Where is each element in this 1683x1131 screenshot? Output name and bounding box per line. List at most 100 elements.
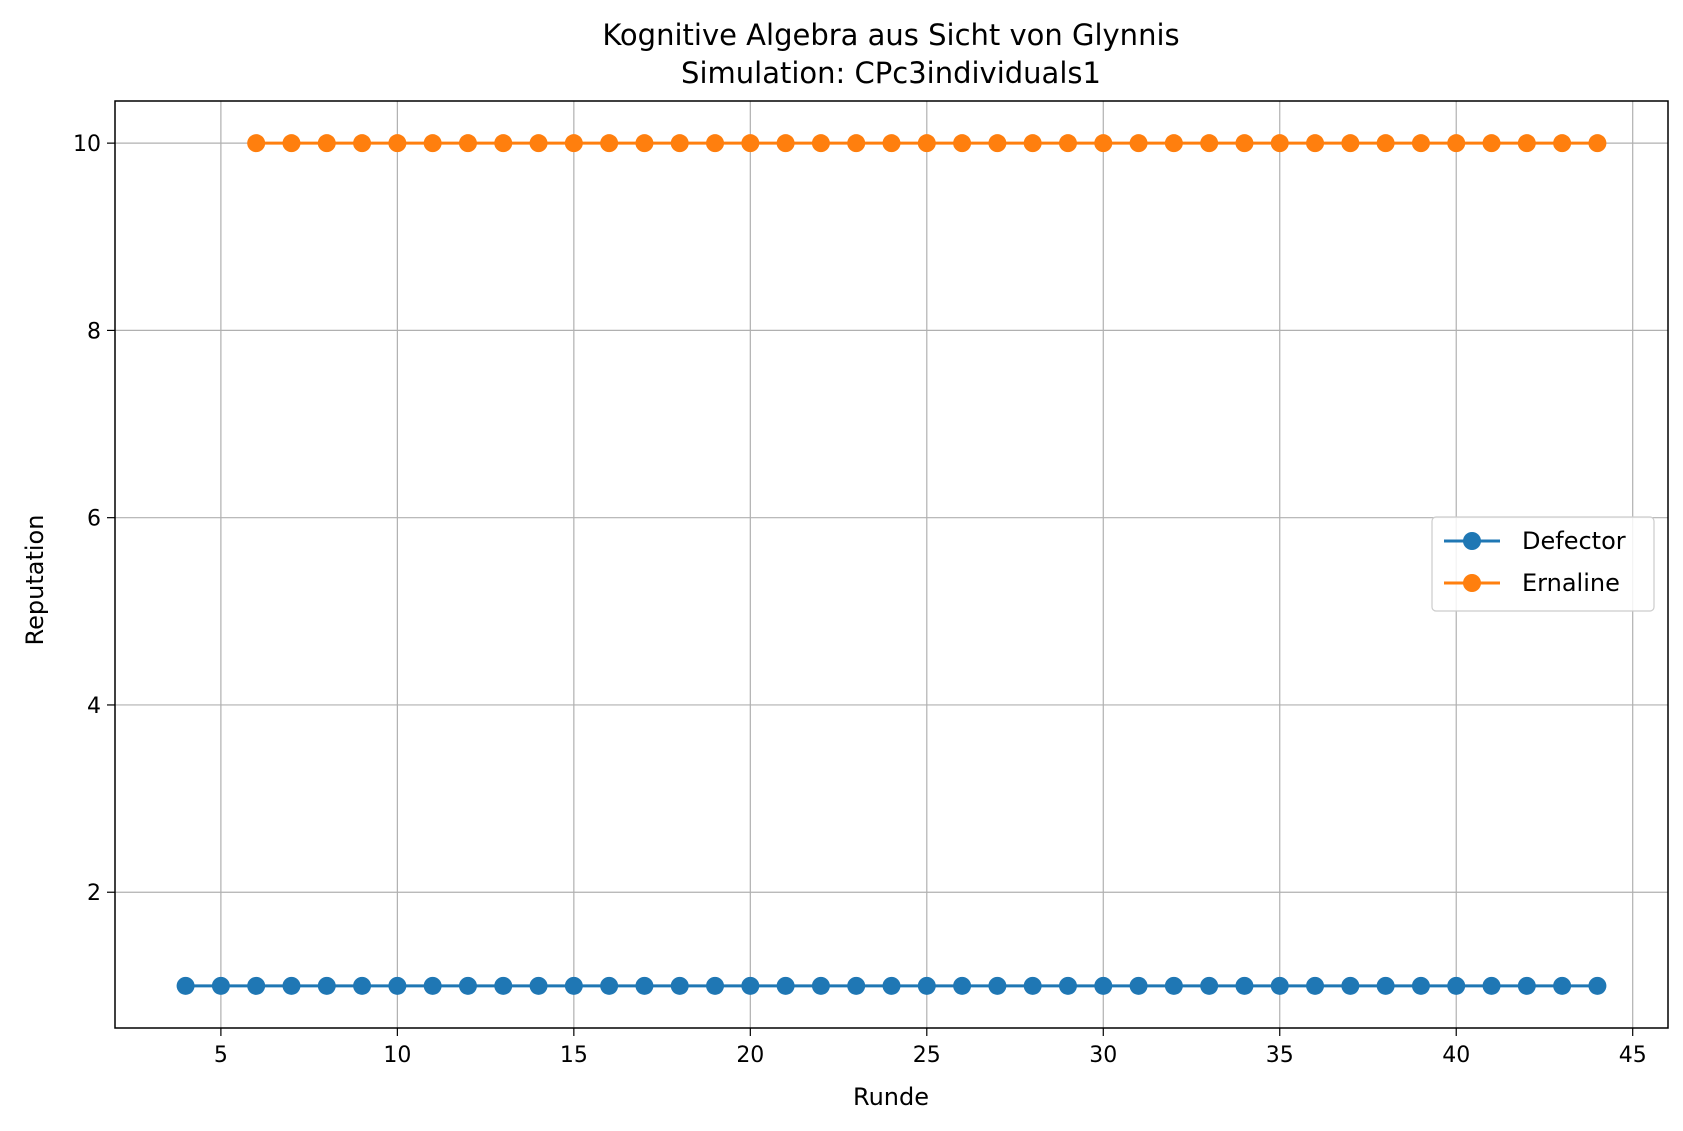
y-tick-label: 2 <box>87 881 101 906</box>
data-point-ernaline <box>564 134 583 153</box>
chart-title: Kognitive Algebra aus Sicht von Glynnis <box>602 18 1179 52</box>
data-point-defector <box>741 976 760 995</box>
data-point-defector <box>1411 976 1430 995</box>
data-point-ernaline <box>811 134 830 153</box>
data-point-ernaline <box>1200 134 1219 153</box>
y-axis-label: Reputation <box>21 515 49 646</box>
data-point-ernaline <box>458 134 477 153</box>
data-point-defector <box>1129 976 1148 995</box>
data-point-ernaline <box>1164 134 1183 153</box>
data-point-defector <box>423 976 442 995</box>
data-point-defector <box>317 976 336 995</box>
data-point-defector <box>1058 976 1077 995</box>
data-point-ernaline <box>529 134 548 153</box>
x-axis-label: Runde <box>853 1083 929 1111</box>
data-point-defector <box>458 976 477 995</box>
data-point-defector <box>1306 976 1325 995</box>
data-point-ernaline <box>988 134 1007 153</box>
data-point-defector <box>529 976 548 995</box>
data-point-ernaline <box>953 134 972 153</box>
data-point-ernaline <box>1411 134 1430 153</box>
data-point-defector <box>176 976 195 995</box>
data-point-defector <box>953 976 972 995</box>
data-point-ernaline <box>423 134 442 153</box>
data-point-ernaline <box>670 134 689 153</box>
data-point-ernaline <box>317 134 336 153</box>
x-tick-label: 45 <box>1619 1043 1647 1068</box>
y-tick-label: 6 <box>87 507 101 532</box>
data-point-defector <box>670 976 689 995</box>
x-tick-label: 30 <box>1089 1043 1117 1068</box>
data-point-defector <box>1235 976 1254 995</box>
data-point-defector <box>1517 976 1536 995</box>
data-point-ernaline <box>1235 134 1254 153</box>
data-point-ernaline <box>1094 134 1113 153</box>
data-point-ernaline <box>1588 134 1607 153</box>
data-point-defector <box>1164 976 1183 995</box>
legend-label-defector: Defector <box>1522 527 1626 555</box>
legend-label-ernaline: Ernaline <box>1522 569 1620 597</box>
axis-ticks: 5 10 15 20 25 30 35 40 45 2 4 6 8 10 <box>73 132 1647 1068</box>
data-point-ernaline <box>1447 134 1466 153</box>
data-point-ernaline <box>247 134 266 153</box>
data-point-ernaline <box>1023 134 1042 153</box>
data-point-defector <box>635 976 654 995</box>
data-point-defector <box>600 976 619 995</box>
data-point-defector <box>1447 976 1466 995</box>
data-point-defector <box>847 976 866 995</box>
data-point-ernaline <box>1129 134 1148 153</box>
x-tick-label: 25 <box>913 1043 941 1068</box>
data-point-ernaline <box>600 134 619 153</box>
data-point-ernaline <box>706 134 725 153</box>
data-point-defector <box>1482 976 1501 995</box>
data-point-defector <box>211 976 230 995</box>
data-point-defector <box>353 976 372 995</box>
x-tick-label: 5 <box>214 1043 228 1068</box>
data-point-defector <box>1094 976 1113 995</box>
data-point-ernaline <box>1058 134 1077 153</box>
data-point-defector <box>1023 976 1042 995</box>
data-point-ernaline <box>494 134 513 153</box>
y-tick-label: 10 <box>73 132 101 157</box>
x-tick-label: 15 <box>560 1043 588 1068</box>
data-point-ernaline <box>917 134 936 153</box>
data-point-ernaline <box>1553 134 1572 153</box>
legend: Defector Ernaline <box>1431 516 1655 612</box>
plot-frame <box>114 100 1669 1029</box>
data-point-ernaline <box>741 134 760 153</box>
series-layer <box>176 134 1607 995</box>
data-point-defector <box>776 976 795 995</box>
data-point-ernaline <box>847 134 866 153</box>
data-point-defector <box>1376 976 1395 995</box>
chart-subtitle: Simulation: CPc3individuals1 <box>681 56 1101 90</box>
x-tick-label: 40 <box>1442 1043 1470 1068</box>
data-point-ernaline <box>776 134 795 153</box>
y-tick-label: 4 <box>87 694 101 719</box>
data-point-defector <box>917 976 936 995</box>
data-point-defector <box>388 976 407 995</box>
data-point-ernaline <box>1482 134 1501 153</box>
legend-marker-ernaline <box>1463 574 1481 592</box>
data-point-ernaline <box>353 134 372 153</box>
data-point-defector <box>282 976 301 995</box>
data-point-defector <box>1200 976 1219 995</box>
data-point-defector <box>811 976 830 995</box>
data-point-defector <box>564 976 583 995</box>
x-tick-label: 10 <box>383 1043 411 1068</box>
x-tick-label: 35 <box>1266 1043 1294 1068</box>
data-point-defector <box>1588 976 1607 995</box>
data-point-ernaline <box>282 134 301 153</box>
data-point-defector <box>1341 976 1360 995</box>
legend-marker-defector <box>1463 532 1481 550</box>
data-point-ernaline <box>388 134 407 153</box>
data-point-ernaline <box>1376 134 1395 153</box>
data-point-defector <box>247 976 266 995</box>
x-tick-label: 20 <box>736 1043 764 1068</box>
data-point-defector <box>1270 976 1289 995</box>
data-point-ernaline <box>1270 134 1289 153</box>
data-point-defector <box>706 976 725 995</box>
data-point-defector <box>494 976 513 995</box>
data-point-ernaline <box>882 134 901 153</box>
data-point-defector <box>988 976 1007 995</box>
